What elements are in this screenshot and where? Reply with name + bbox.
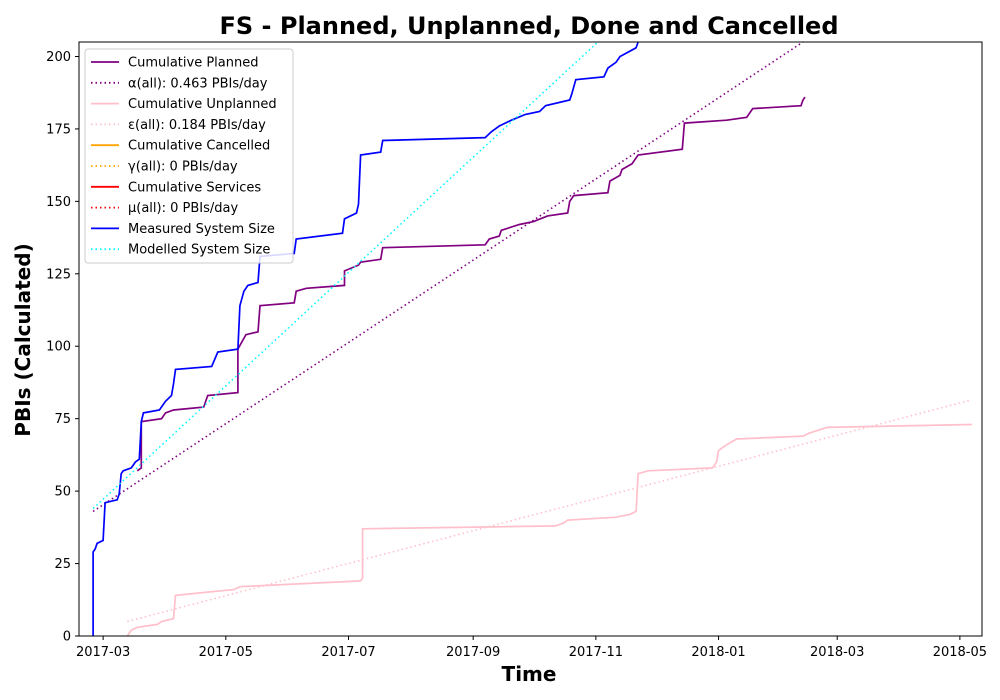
- series-cumulative-unplanned: [126, 423, 972, 636]
- series-measured-system-size: [92, 42, 639, 636]
- legend-label: γ(all): 0 PBIs/day: [128, 160, 238, 175]
- y-tick-label: 100: [46, 340, 71, 355]
- legend-label: Measured System Size: [128, 222, 275, 237]
- x-tick-label: 2017-07: [321, 645, 375, 660]
- x-tick-label: 2018-03: [810, 645, 864, 660]
- x-tick-label: 2017-05: [199, 645, 253, 660]
- legend-label: Cumulative Unplanned: [128, 97, 277, 112]
- y-tick-label: 200: [46, 50, 71, 65]
- y-tick-label: 25: [54, 557, 71, 572]
- series-modelled-system-size: [92, 42, 599, 510]
- y-tick-label: 175: [46, 122, 71, 137]
- y-tick-label: 150: [46, 195, 71, 210]
- x-tick-label: 2017-03: [76, 645, 130, 660]
- y-tick-label: 0: [63, 630, 71, 645]
- legend-box: [84, 48, 294, 264]
- legend-label: Modelled System Size: [128, 243, 270, 258]
- x-axis: 2017-03 2017-05 2017-07 2017-09 2017-11 2018-…: [76, 636, 987, 660]
- y-axis: 0 25 50 75 100 125 150 175 200: [46, 50, 79, 645]
- y-axis-title: PBIs (Calculated): [11, 243, 35, 436]
- x-tick-label: 2017-09: [446, 645, 500, 660]
- legend-label: μ(all): 0 PBIs/day: [128, 201, 238, 216]
- series-cumulative-planned: [136, 96, 806, 472]
- x-tick-label: 2018-05: [933, 645, 987, 660]
- chart-title: FS - Planned, Unplanned, Done and Cancel…: [220, 12, 839, 40]
- plot-area: [92, 42, 973, 636]
- legend-label: ε(all): 0.184 PBIs/day: [128, 118, 266, 133]
- y-tick-label: 50: [54, 485, 71, 500]
- legend-label: Cumulative Planned: [128, 56, 258, 71]
- x-tick-label: 2017-11: [569, 645, 623, 660]
- series-all-0-184-pbis-day: [127, 399, 973, 623]
- y-tick-label: 75: [54, 412, 71, 427]
- x-tick-label: 2018-01: [691, 645, 745, 660]
- x-axis-title: Time: [502, 662, 557, 686]
- legend-label: α(all): 0.463 PBIs/day: [128, 76, 268, 91]
- legend-label: Cumulative Services: [128, 180, 261, 195]
- legend-label: Cumulative Cancelled: [128, 139, 270, 154]
- legend: Cumulative Planned α(all): 0.463 PBIs/day…: [84, 48, 294, 264]
- plot-frame: [78, 41, 983, 637]
- y-tick-label: 125: [46, 267, 71, 282]
